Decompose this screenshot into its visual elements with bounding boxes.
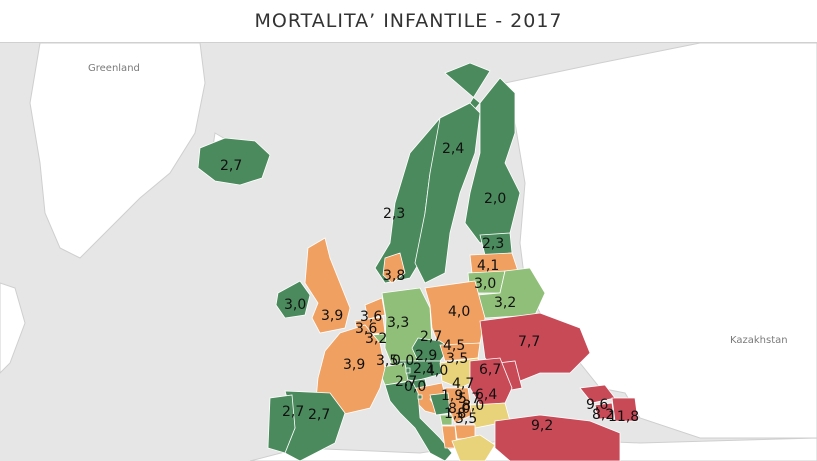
label-croatia: 4,0 [426,363,448,379]
label-montenegro: 1,8 [444,406,466,422]
label-liechtenstein: 0,0 [392,353,414,369]
kazakhstan-label: Kazakhstan [730,335,788,346]
label-finland: 2,0 [484,191,506,207]
region-portugal[interactable] [267,394,296,454]
label-iceland: 2,7 [220,158,242,174]
label-portugal: 2,7 [282,404,304,420]
label-czech: 2,7 [420,329,442,345]
label-norway: 2,3 [383,206,405,222]
label-netherlands: 3,6 [360,309,382,325]
region-belarus[interactable] [477,267,546,319]
label-lithuania: 3,0 [474,276,496,292]
label-georgia: 9,6 [586,397,608,413]
label-germany: 3,3 [387,315,409,331]
label-austria: 2,9 [415,348,437,364]
country-regions[interactable] [197,62,639,461]
region-denmark[interactable] [382,252,406,284]
map-title: MORTALITA’ INFANTILE - 2017 [254,10,563,32]
region-ireland[interactable] [275,280,311,319]
value-labels: 2,7 2,3 2,4 2,0 2,3 4,1 3,0 3,2 3,0 3,9 … [220,141,639,434]
label-denmark: 3,8 [383,268,405,284]
label-estonia: 2,3 [482,236,504,252]
label-bulgaria: 5,7 [458,391,480,407]
europe-map[interactable]: Greenland Kazakhstan [0,43,817,461]
label-romania: 6,4 [475,387,497,403]
label-north-macedonia: 8,0 [462,398,484,414]
label-moldova: 6,7 [479,362,501,378]
label-bosnia: 1,9 [441,388,463,404]
region-azerbaijan[interactable] [611,397,639,422]
label-uk: 3,9 [321,308,343,324]
region-france[interactable] [314,324,386,416]
region-finland[interactable] [464,77,521,244]
label-serbia: 4,7 [452,376,474,392]
label-belgium: 3,6 [355,321,377,337]
label-slovenia: 2,1 [413,361,435,377]
map-canvas[interactable]: Greenland Kazakhstan [0,42,817,461]
label-slovakia: 4,5 [443,338,465,354]
label-turkey: 9,2 [531,418,553,434]
region-uk[interactable] [304,237,351,334]
region-iceland[interactable] [197,137,271,186]
label-spain: 2,7 [308,407,330,423]
region-bosnia[interactable] [429,392,451,416]
label-switzerland: 3,5 [376,353,398,369]
region-netherlands[interactable] [364,297,386,320]
label-italy: 2,7 [395,374,417,390]
region-turkey[interactable] [494,414,621,461]
label-poland: 4,0 [448,304,470,320]
region-san-marino[interactable] [417,394,423,400]
label-ireland: 3,0 [284,297,306,313]
region-liechtenstein[interactable] [405,367,411,374]
label-france: 3,9 [343,357,365,373]
label-latvia: 4,1 [477,258,499,274]
label-belarus: 3,2 [494,295,516,311]
canada-fragment-land [0,282,26,374]
label-albania: 8,0 [448,401,470,417]
label-sweden: 2,4 [442,141,464,157]
region-switzerland[interactable] [377,362,409,386]
label-azerbaijan: 11,8 [608,409,639,425]
region-armenia[interactable] [594,402,615,420]
label-armenia: 8,2 [592,407,614,423]
label-ukraine: 7,7 [518,334,540,350]
label-luxembourg: 3,2 [365,331,387,347]
greenland-land [29,43,206,259]
label-san-marino: 0,0 [404,379,426,395]
region-sweden[interactable] [414,102,481,284]
region-greece[interactable] [451,434,496,461]
label-greece: 3,5 [455,411,477,427]
greenland-label: Greenland [88,63,140,74]
russia-asia-land [504,43,817,439]
region-montenegro[interactable] [439,414,453,426]
label-hungary: 3,5 [446,351,468,367]
region-italy[interactable] [384,380,453,461]
